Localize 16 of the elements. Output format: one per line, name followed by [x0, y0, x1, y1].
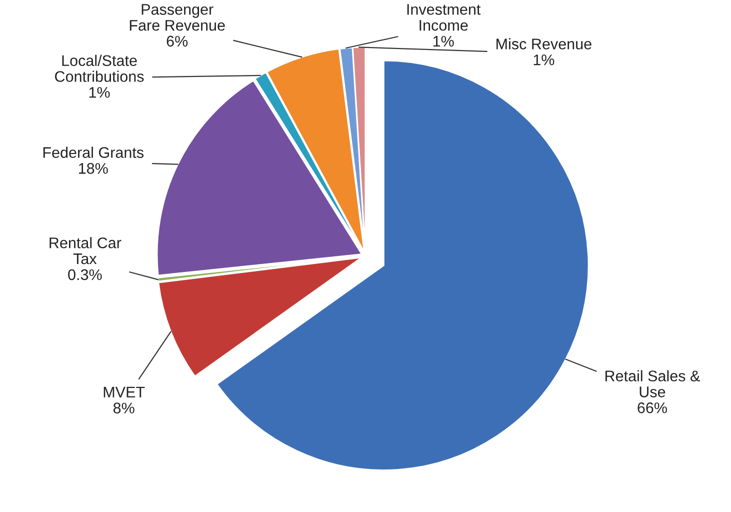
slice-label: MVET [104, 386, 145, 398]
data-label: 6% [166, 36, 188, 47]
slice-label: Rental Car Tax [50, 237, 122, 264]
data-label: 8% [113, 402, 134, 414]
data-label: 18% [78, 163, 108, 174]
data-label: 0.3% [68, 269, 102, 280]
slice-label: Passenger Fare Revenue [130, 4, 225, 31]
data-label: 1% [89, 87, 110, 98]
slice-label: Investment Income [407, 4, 481, 31]
data-label: 1% [534, 54, 554, 66]
slice-label: Misc Revenue [496, 38, 592, 50]
data-label: 66% [638, 402, 667, 414]
slice-label: Local/State Contributions [55, 54, 144, 82]
slice-label: Retail Sales & Use [605, 370, 700, 398]
data-label: 1% [433, 36, 454, 47]
slice-label: Federal Grants [43, 146, 144, 158]
